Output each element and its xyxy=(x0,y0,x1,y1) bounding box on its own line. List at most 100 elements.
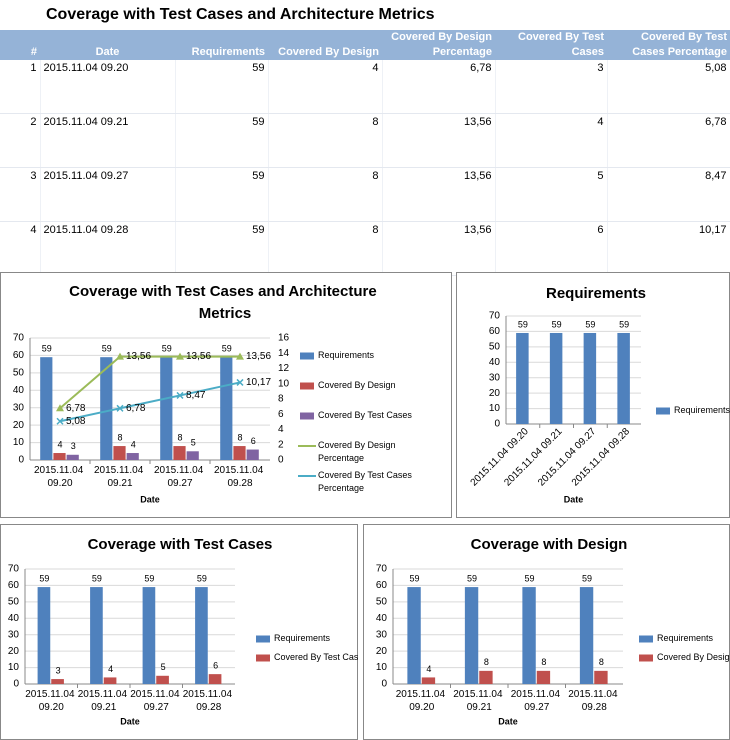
y-tick-label: 70 xyxy=(489,311,501,322)
y-tick-label: 70 xyxy=(376,564,388,575)
table-cell: 8 xyxy=(268,113,383,168)
x-axis-label: Date xyxy=(140,494,160,504)
marker xyxy=(176,391,184,399)
table-cell: 59 xyxy=(175,167,269,222)
data-label: 59 xyxy=(619,319,629,329)
x-axis-label: Date xyxy=(564,494,584,504)
column-header: Date xyxy=(40,30,175,60)
y-tick-label: 60 xyxy=(489,326,501,337)
data-label: 5 xyxy=(161,662,166,672)
line xyxy=(59,355,240,410)
data-label: 59 xyxy=(197,573,207,583)
y-tick-label: 10 xyxy=(376,662,388,673)
y-tick-label: 20 xyxy=(13,420,25,431)
chart-frame xyxy=(363,524,730,740)
table-cell: 2015.11.04 09.28 xyxy=(40,221,176,276)
bar xyxy=(516,332,529,424)
data-label: 59 xyxy=(410,573,420,583)
legend-label: Covered By Test Cases xyxy=(274,652,358,662)
table-cell: 2015.11.04 09.27 xyxy=(40,167,176,222)
x-tick-label: 2015.11.04 09.27 xyxy=(511,689,563,713)
table-cell: 13,56 xyxy=(382,113,496,168)
column-header: Covered By Design Percentage xyxy=(382,30,495,60)
bar xyxy=(594,670,608,684)
legend-swatch xyxy=(300,352,314,360)
bar xyxy=(479,670,493,684)
y-tick-label: 40 xyxy=(489,357,501,368)
bar xyxy=(536,670,551,684)
table-cell: 4 xyxy=(268,60,383,114)
legend-swatch xyxy=(300,382,314,390)
bar xyxy=(160,357,173,460)
y-tick-label: 40 xyxy=(8,613,20,624)
legend-label: Covered By Design xyxy=(318,380,396,390)
legend-swatch xyxy=(639,635,653,643)
data-label: 6,78 xyxy=(66,403,86,414)
data-label: 59 xyxy=(39,573,49,583)
table-cell: 3 xyxy=(495,60,608,114)
bar xyxy=(407,587,421,684)
y-tick-label: 60 xyxy=(13,350,25,361)
y-tick-label: 0 xyxy=(494,419,500,430)
chart: Coverage with Test Cases 0 10 20 30 40 50 60 70 D… xyxy=(0,524,358,740)
table-cell: 59 xyxy=(175,60,269,114)
table-cell: 59 xyxy=(175,221,269,276)
data-label: 59 xyxy=(467,573,477,583)
marker xyxy=(236,352,244,360)
bar xyxy=(583,332,597,424)
x-tick-label: 2015.11.04 09.20 xyxy=(396,689,448,713)
chart-title: Coverage with Test Cases and Architectur… xyxy=(69,283,381,322)
legend-swatch xyxy=(256,635,270,643)
data-label: 59 xyxy=(585,319,595,329)
data-label: 13,56 xyxy=(246,351,271,362)
bar xyxy=(464,587,479,684)
table-cell: 59 xyxy=(175,113,269,168)
column-header: Covered By Design xyxy=(268,30,382,60)
data-label: 3 xyxy=(56,665,61,675)
x-tick-label: 2015.11.04 09.27 xyxy=(154,465,206,489)
table-cell: 8 xyxy=(268,221,383,276)
table-row: 2 2015.11.04 09.21 59 8 13,56 4 6,78 xyxy=(0,113,730,168)
bar xyxy=(126,453,139,460)
data-label: 59 xyxy=(525,573,535,583)
data-label: 8 xyxy=(177,432,182,442)
table-cell: 2 xyxy=(0,113,41,168)
data-label: 59 xyxy=(582,573,592,583)
column-header: Covered By Test Cases Percentage xyxy=(607,30,730,60)
bar xyxy=(549,332,563,424)
y-tick-label: 30 xyxy=(376,629,388,640)
y-tick-label: 50 xyxy=(376,596,388,607)
legend-label: Covered By Design Percentage xyxy=(318,440,398,463)
legend-label: Requirements xyxy=(674,405,730,415)
legend-swatch xyxy=(256,654,270,662)
bar xyxy=(522,587,536,684)
data-label: 4 xyxy=(57,439,62,449)
table-cell: 8,47 xyxy=(607,167,730,222)
y-tick-label: 50 xyxy=(8,596,20,607)
data-label: 6 xyxy=(213,661,218,671)
y-tick-label: 0 xyxy=(381,679,387,690)
chart: Requirements010203040506070Date2015.11.0… xyxy=(456,272,730,518)
table-cell: 4 xyxy=(495,113,608,168)
chart: Coverage with Test Cases and Architectur… xyxy=(0,272,452,518)
data-label: 6 xyxy=(251,436,256,446)
data-label: 8,47 xyxy=(186,390,206,401)
x-tick-label: 2015.11.04 09.21 xyxy=(453,689,505,713)
legend-swatch xyxy=(300,412,314,420)
bar xyxy=(173,446,186,460)
bar xyxy=(208,674,222,684)
y-tick-label: 60 xyxy=(8,580,20,591)
column-header: Covered By Test Cases xyxy=(495,30,607,60)
bar xyxy=(233,446,246,460)
data-label: 5,08 xyxy=(66,416,86,427)
x-axis-label: Date xyxy=(120,716,140,726)
table-cell: 1 xyxy=(0,60,41,114)
y-tick-label: 70 xyxy=(13,333,25,344)
y-tick-label: 10 xyxy=(489,403,501,414)
x-tick-label: 2015.11.04 09.21 xyxy=(94,465,146,489)
legend-label: Requirements xyxy=(657,633,714,643)
table-cell: 2015.11.04 09.21 xyxy=(40,113,176,168)
y-tick-label: 70 xyxy=(8,564,20,575)
data-label: 5 xyxy=(191,438,196,448)
table-cell: 13,56 xyxy=(382,221,496,276)
